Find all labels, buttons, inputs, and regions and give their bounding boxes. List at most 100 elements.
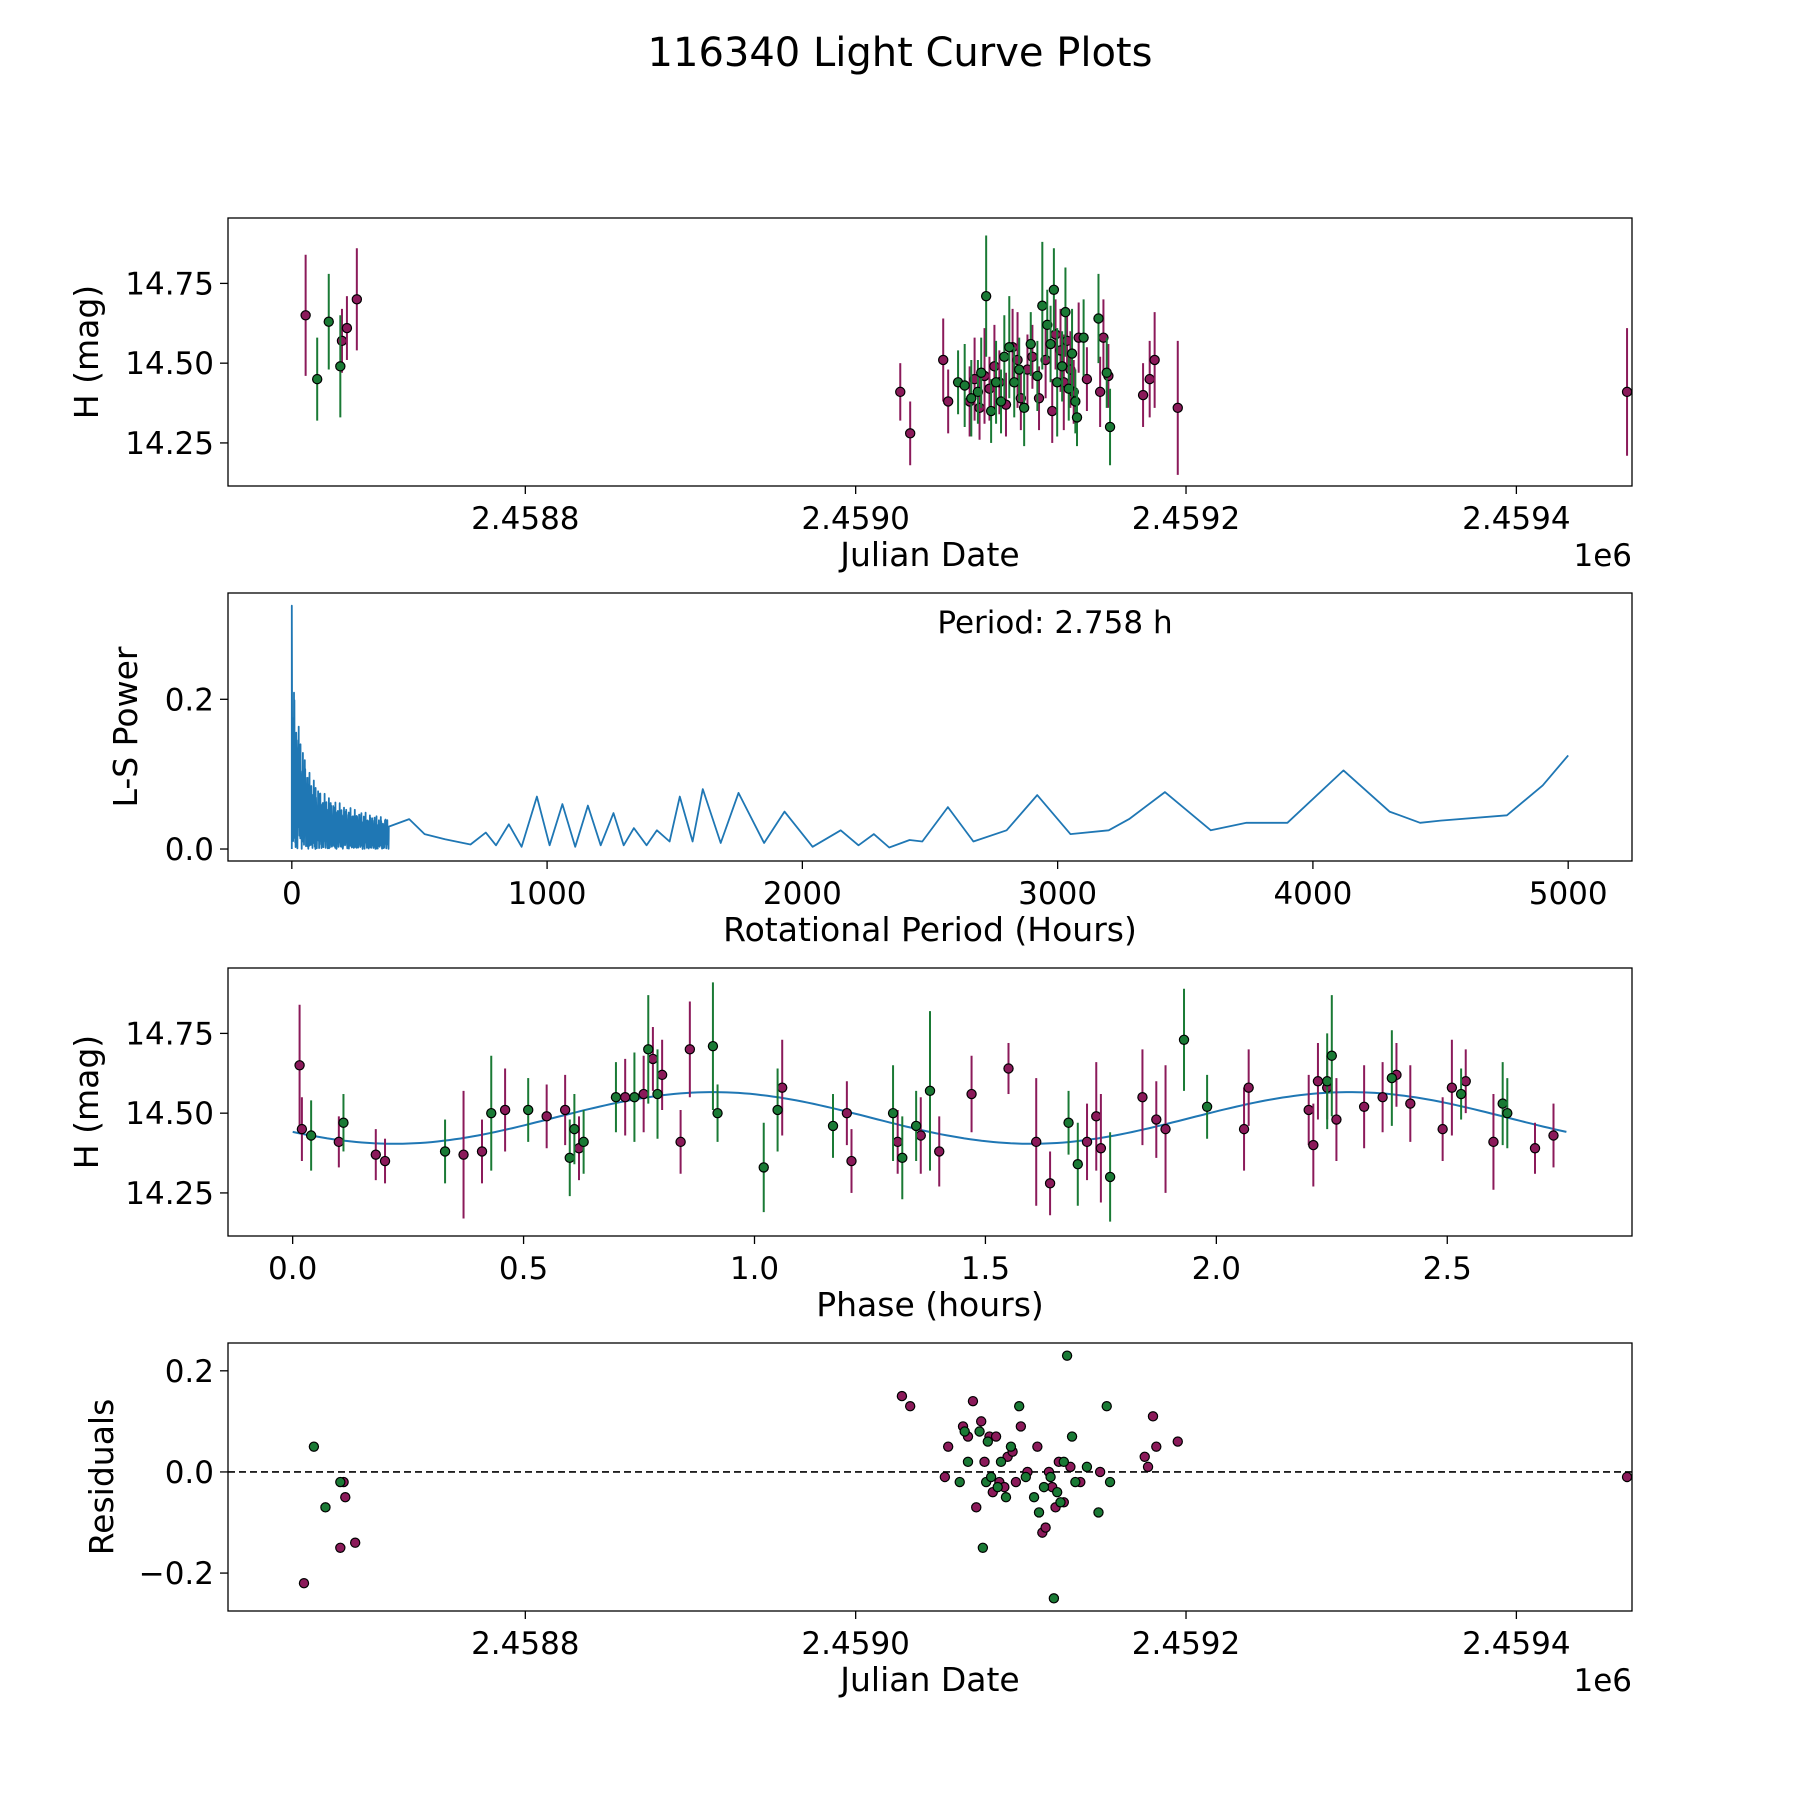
lightcurve-filter-2-point bbox=[1048, 284, 1060, 295]
residuals-filter-1-point bbox=[335, 1542, 346, 1553]
periodogram-xtick-label: 2000 bbox=[763, 876, 842, 912]
residuals-filter-1-point bbox=[1142, 1461, 1154, 1473]
lightcurve-filter-2-point bbox=[985, 405, 997, 417]
residuals-filter-1-point bbox=[939, 1471, 951, 1483]
phased-filter-2-point bbox=[643, 1044, 654, 1055]
phased-filter-1-point bbox=[379, 1155, 391, 1167]
lightcurve-filter-1-point bbox=[1137, 389, 1149, 401]
lightcurve-filter-1-point bbox=[1094, 386, 1106, 398]
residuals-xtick-label: 2.4588 bbox=[471, 1626, 579, 1662]
phased-filter-1-point bbox=[846, 1155, 857, 1167]
lightcurve-filter-2-point bbox=[1056, 361, 1068, 372]
lightcurve-filter-2-point bbox=[966, 393, 977, 404]
lightcurve-xtick-label: 2.4590 bbox=[801, 501, 909, 537]
phased-filter-2-point bbox=[1104, 1171, 1116, 1183]
lightcurve-filter-1-point bbox=[1682, 352, 1691, 361]
lightcurve-filter-1-point bbox=[1702, 352, 1711, 361]
lightcurve-filter-2-point bbox=[999, 351, 1010, 362]
phased-filter-2-point bbox=[827, 1120, 839, 1132]
phased-filter-1-point bbox=[458, 1149, 469, 1160]
phased-filter-2-point bbox=[1386, 1072, 1398, 1084]
residuals-filter-1-point bbox=[942, 1441, 954, 1452]
lightcurve-filter-2-point bbox=[976, 367, 987, 378]
lightcurve-filter-1-point bbox=[1172, 402, 1183, 414]
lightcurve-filter-1-point bbox=[1639, 333, 1648, 342]
residuals-filter-1-point bbox=[1139, 1451, 1150, 1462]
phased-filter-2-point bbox=[1072, 1159, 1083, 1170]
residuals-filter-1-point bbox=[971, 1502, 982, 1513]
phased-filter-1-point bbox=[1044, 1178, 1056, 1189]
phased-filter-2-point bbox=[439, 1146, 451, 1157]
phased-filter-1-point bbox=[656, 1069, 668, 1081]
phased-filter-2-point bbox=[758, 1162, 769, 1173]
lightcurve-filter-1-point bbox=[300, 310, 311, 321]
lightcurve-filter-2-point bbox=[1066, 348, 1078, 359]
lightcurve-filter-1-point bbox=[1047, 405, 1058, 417]
lightcurve-offset-label: 1e6 bbox=[1573, 538, 1632, 574]
lightcurve-filter-1-point bbox=[351, 294, 363, 305]
residuals-xtick-label: 2.4594 bbox=[1462, 1626, 1570, 1662]
phased-filter-2-point bbox=[522, 1104, 534, 1116]
residuals-filter-2-point bbox=[1020, 1471, 1032, 1483]
lightcurve-plot-area bbox=[300, 235, 1742, 475]
phased-filter-2-point bbox=[486, 1107, 497, 1119]
lightcurve-filter-1-point bbox=[989, 361, 1000, 372]
residuals-filter-2-point bbox=[1081, 1461, 1093, 1473]
phased-filter-2-point bbox=[1063, 1117, 1074, 1128]
phased-filter-2-point bbox=[1321, 1076, 1333, 1087]
phased-filter-2-point bbox=[910, 1120, 922, 1132]
phased-filter-1-point bbox=[934, 1146, 945, 1157]
phased-filter-1-point bbox=[638, 1088, 649, 1100]
phased-filter-1-point bbox=[1488, 1136, 1499, 1148]
residuals-filter-1-point bbox=[896, 1390, 908, 1402]
phased-filter-1-point bbox=[499, 1104, 511, 1116]
lightcurve-filter-2-point bbox=[323, 316, 334, 327]
residuals-filter-2-point bbox=[962, 1456, 974, 1468]
periodogram-xtick-label: 1000 bbox=[508, 876, 587, 912]
lightcurve-filter-2-point bbox=[1733, 359, 1742, 368]
lightcurve-filter-1-point bbox=[341, 322, 353, 334]
phased-filter-1-point bbox=[841, 1107, 853, 1119]
residuals-ylabel: Residuals bbox=[82, 1399, 121, 1556]
lightcurve-filter-1-point bbox=[1733, 320, 1742, 329]
phased-filter-2-point bbox=[924, 1085, 936, 1097]
phased-filter-1-point bbox=[619, 1092, 631, 1103]
residuals-filter-2-point bbox=[977, 1542, 989, 1553]
lightcurve-filter-2-point bbox=[1710, 339, 1719, 348]
residuals-filter-2-point bbox=[320, 1502, 331, 1513]
phased-filter-2-point bbox=[1497, 1098, 1508, 1109]
residuals-ytick-label: −0.2 bbox=[139, 1556, 214, 1592]
lightcurve-filter-2-point bbox=[990, 377, 1002, 388]
residuals-filter-2-point bbox=[985, 1471, 997, 1483]
residuals-filter-1-point bbox=[1655, 1442, 1664, 1451]
phased-filter-1-point bbox=[675, 1136, 686, 1148]
periodogram-xtick-label: 3000 bbox=[1018, 876, 1097, 912]
lightcurve-filter-1-point bbox=[1149, 354, 1160, 366]
lightcurve-xtick-label: 2.4592 bbox=[1132, 501, 1240, 537]
phased-filter-1-point bbox=[296, 1123, 308, 1135]
phased-filter-2-point bbox=[305, 1130, 317, 1141]
phased-filter-1-point bbox=[1548, 1130, 1559, 1141]
lightcurve-ytick-label: 14.50 bbox=[125, 346, 214, 382]
residuals-filter-2-point bbox=[1066, 1431, 1078, 1442]
phased-filter-1-point bbox=[1003, 1063, 1014, 1074]
lightcurve-filter-2-point bbox=[1037, 300, 1048, 311]
periodogram-axes-frame bbox=[227, 592, 1633, 862]
lightcurve-filter-2-point bbox=[1070, 396, 1081, 407]
periodogram-plot-area bbox=[290, 604, 1569, 850]
residuals-filter-1-point bbox=[979, 1456, 990, 1468]
panels: 2.4588 2.4590 2.4592 2.4594 14.25 14.50 14.75 J… bbox=[67, 217, 1742, 1699]
lightcurve-filter-2-point bbox=[1004, 342, 1015, 353]
residuals-filter-2-point bbox=[1093, 1507, 1104, 1518]
phased-filter-1-point bbox=[1303, 1104, 1314, 1116]
residuals-xtick-label: 2.4590 bbox=[801, 1626, 909, 1662]
phased-filter-2-point bbox=[338, 1117, 349, 1128]
phased-xtick-label: 1.5 bbox=[961, 1251, 1010, 1287]
phased-filter-1-point bbox=[1031, 1136, 1042, 1148]
lightcurve-filter-1-point bbox=[1674, 362, 1683, 371]
phased-filter-2-point bbox=[1326, 1050, 1338, 1061]
lightcurve-filter-1-point bbox=[1621, 386, 1632, 398]
lightcurve-filter-1-point bbox=[1685, 390, 1694, 399]
phased-filter-1-point bbox=[1437, 1123, 1448, 1135]
